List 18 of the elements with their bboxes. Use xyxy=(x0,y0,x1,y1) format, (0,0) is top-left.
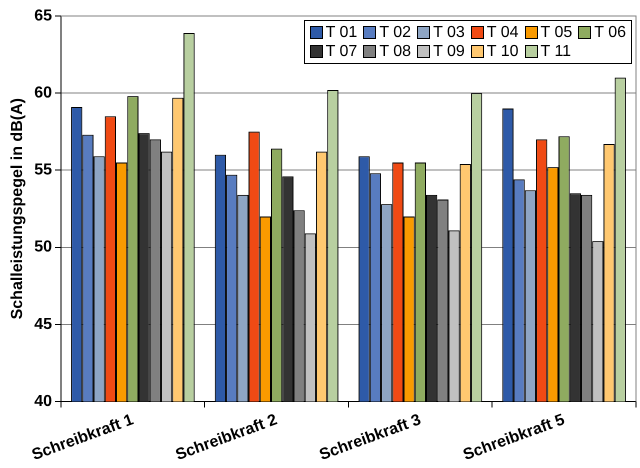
y-axis-title: Schalleistungspegel in dB(A) xyxy=(9,98,26,320)
y-tick-label: 40 xyxy=(34,392,52,410)
y-tick-label: 55 xyxy=(34,162,52,179)
legend-label: T 07 xyxy=(326,42,358,61)
legend-label: T 01 xyxy=(326,23,358,42)
y-tick-label: 45 xyxy=(34,316,52,333)
legend-label: T 03 xyxy=(433,23,465,42)
y-tick-label: 60 xyxy=(34,84,52,102)
legend-label: T 04 xyxy=(486,23,519,42)
legend-label: T 02 xyxy=(379,23,412,42)
legend-label: T 10 xyxy=(486,42,519,61)
legend-label: T 05 xyxy=(540,23,572,42)
y-tick-label: 65 xyxy=(34,7,52,24)
legend-label: T 11 xyxy=(540,42,572,61)
legend-label: T 06 xyxy=(594,23,626,42)
legend-label: T 08 xyxy=(379,42,412,61)
legend-label: T 09 xyxy=(433,42,465,61)
y-tick-label: 50 xyxy=(34,238,52,256)
